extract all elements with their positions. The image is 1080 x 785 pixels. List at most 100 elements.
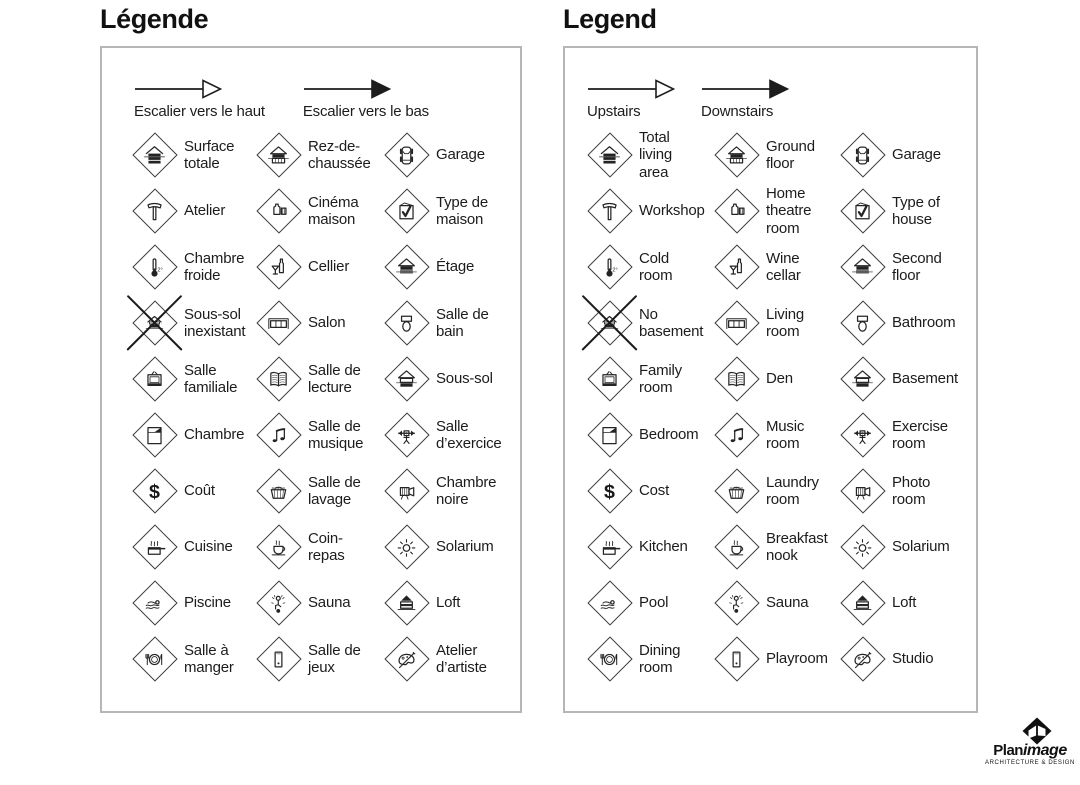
legend-item-label: Ground floor [766, 137, 815, 173]
legend-item: Salle de lecture [256, 351, 384, 407]
house-total-icon [587, 133, 632, 178]
planimage-logo-text: Planimage [982, 743, 1078, 759]
sun-icon [840, 525, 885, 570]
dollar-icon: $ [132, 469, 177, 514]
legend-item: Photo room [840, 463, 976, 519]
music-notes-icon [256, 413, 301, 458]
legend-item: Type de maison [384, 183, 520, 239]
toilet-icon [384, 301, 429, 346]
hammer-icon [132, 189, 177, 234]
legend-item: Cuisine [132, 519, 256, 575]
legend-item: Salon [256, 295, 384, 351]
legend-item-label: Solarium [892, 538, 950, 556]
loft-house-icon [840, 581, 885, 626]
legend-item-label: Salle à manger [184, 641, 234, 677]
legend-item: Salle familiale [132, 351, 256, 407]
stairs-down-arrow-icon [303, 78, 429, 100]
legend-item: Cinéma maison [256, 183, 384, 239]
thermometer-icon: 2° [132, 245, 177, 290]
laundry-basket-icon [256, 469, 301, 514]
legend-item: Piscine [132, 575, 256, 631]
stairs-up-legend: Escalier vers le haut [134, 78, 265, 121]
logo-text-plan: Plan [993, 742, 1023, 759]
car-icon [840, 133, 885, 178]
legend-item-label: Salle familiale [184, 361, 238, 397]
sauna-person-icon [256, 581, 301, 626]
legend-item-label: Total living area [639, 128, 672, 181]
bed-icon [132, 413, 177, 458]
legend-item-label: Den [766, 370, 793, 388]
house-ground-icon [714, 133, 759, 178]
cooking-pot-icon [132, 525, 177, 570]
pool-table-icon [714, 637, 759, 682]
legend-item: Salle de musique [256, 407, 384, 463]
legend-item: Solarium [840, 519, 976, 575]
legend-item-label: Solarium [436, 538, 494, 556]
checkbox-icon [384, 189, 429, 234]
stairs-down-legend: Downstairs [701, 78, 789, 121]
legend-item: Atelier [132, 183, 256, 239]
legend-panel-french: Légende Escalier vers le haut Escalier v… [100, 2, 522, 713]
sofa-icon [714, 301, 759, 346]
stairs-up-arrow-icon [134, 78, 265, 100]
projector-icon [256, 189, 301, 234]
legend-item-label: Salle de bain [436, 305, 489, 341]
legend-item-label: Salle de lavage [308, 473, 361, 509]
legend-item-label: Playroom [766, 650, 828, 668]
wine-icon [714, 245, 759, 290]
coffee-cup-icon [256, 525, 301, 570]
legend-item: Family room [587, 351, 714, 407]
planimage-logo: Planimage ARCHITECTURE & DESIGN [982, 717, 1078, 766]
legend-grid-french: Surface totale Rez-de- chaussée Garage Atel… [102, 127, 520, 687]
tv-icon [587, 357, 632, 402]
wine-icon [256, 245, 301, 290]
stairs-up-legend: Upstairs [587, 78, 675, 121]
legend-item: Kitchen [587, 519, 714, 575]
weights-icon [840, 413, 885, 458]
stairs-down-label: Downstairs [701, 103, 774, 120]
sauna-person-icon [714, 581, 759, 626]
legend-item-label: Sauna [308, 594, 351, 612]
legend-item-label: Cellier [308, 258, 350, 276]
house-second-icon [840, 245, 885, 290]
camera-icon [840, 469, 885, 514]
bed-icon [587, 413, 632, 458]
legend-item-label: No basement [639, 305, 704, 341]
stairs-up-label: Escalier vers le haut [134, 103, 265, 120]
palette-icon [384, 637, 429, 682]
legend-item-label: Étage [436, 258, 475, 276]
legend-item-label: Cold room [639, 249, 673, 285]
legend-item-label: Garage [436, 146, 485, 164]
legend-item-label: Living room [766, 305, 804, 341]
legend-item-label: Wine cellar [766, 249, 801, 285]
legend-item-label: Basement [892, 370, 958, 388]
house-second-icon [384, 245, 429, 290]
music-notes-icon [714, 413, 759, 458]
legend-item: Salle d’exercice [384, 407, 520, 463]
svg-text:$: $ [604, 480, 615, 502]
legend-item-label: Studio [892, 650, 934, 668]
legend-item: Breakfast nook [714, 519, 840, 575]
checkbox-icon [840, 189, 885, 234]
no-basement-icon [587, 301, 632, 346]
legend-item-label: Chambre noire [436, 473, 497, 509]
legend-item-label: Photo room [892, 473, 931, 509]
planimage-logo-tagline: ARCHITECTURE & DESIGN [985, 760, 1075, 766]
loft-house-icon [384, 581, 429, 626]
legend-item-label: Breakfast nook [766, 529, 828, 565]
legend-item: Playroom [714, 631, 840, 687]
legend-item: Garage [840, 127, 976, 183]
legend-item-label: Bathroom [892, 314, 956, 332]
legend-item: Living room [714, 295, 840, 351]
book-icon [714, 357, 759, 402]
legend-item: Laundry room [714, 463, 840, 519]
house-basement-icon [384, 357, 429, 402]
legend-item: Chambre noire [384, 463, 520, 519]
legend-item: $ Cost [587, 463, 714, 519]
legend-item-label: Pool [639, 594, 669, 612]
legend-item: Bathroom [840, 295, 976, 351]
legend-box-french: Escalier vers le haut Escalier vers le b… [100, 46, 522, 713]
dining-plate-icon [132, 637, 177, 682]
legend-item: Salle de lavage [256, 463, 384, 519]
panel-title-english: Legend [563, 4, 657, 34]
